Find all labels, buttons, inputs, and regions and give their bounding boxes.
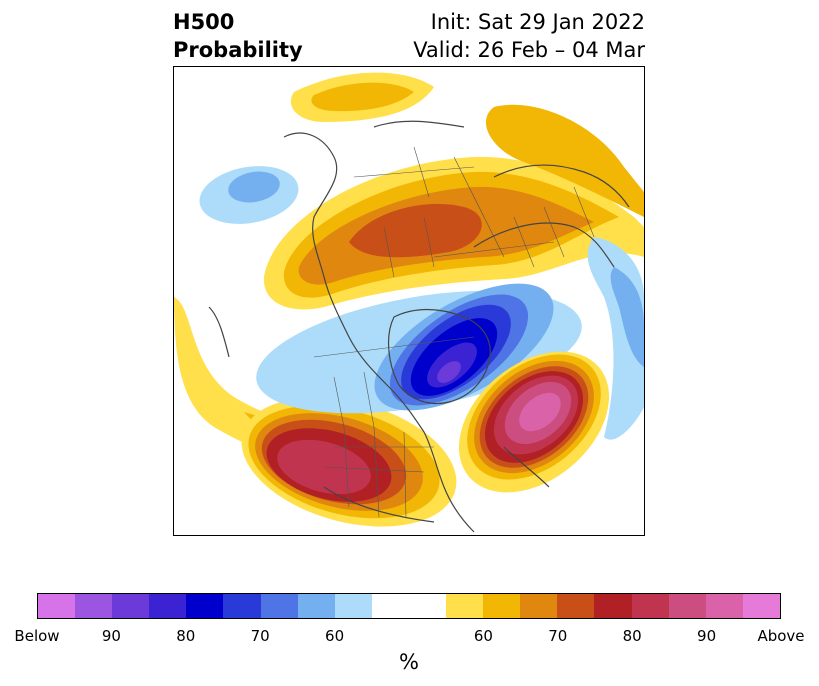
colorbar (37, 593, 781, 619)
colorbar-tick-label: 90 (697, 627, 717, 645)
colorbar-tick-label: 80 (176, 627, 196, 645)
colorbar-tick-label: 60 (473, 627, 493, 645)
probability-map (173, 66, 645, 536)
political-borders (313, 146, 595, 518)
colorbar-cell (668, 594, 706, 618)
map-title-left: H500 Probability (173, 8, 303, 64)
colorbar-cell (594, 594, 632, 618)
colorbar-cell (38, 594, 76, 618)
colorbar-cell (557, 594, 595, 618)
colorbar-tick-label: Above (757, 627, 805, 645)
colorbar-cell (334, 594, 372, 618)
colorbar-cell (446, 594, 484, 618)
colorbar-cell (112, 594, 150, 618)
arctic-above-band (263, 72, 644, 310)
colorbar-tick-label: 80 (622, 627, 642, 645)
colorbar-tick-label: 90 (101, 627, 121, 645)
colorbar-cell (149, 594, 187, 618)
colorbar-tick-label: Below (14, 627, 60, 645)
colorbar-cell (483, 594, 521, 618)
colorbar-unit-label: % (399, 650, 419, 674)
colorbar-cell (75, 594, 113, 618)
atlantic-above-maximum (458, 351, 610, 493)
colorbar-cell (742, 594, 780, 618)
title-variable: H500 (173, 10, 235, 34)
colorbar-cell (223, 594, 261, 618)
map-title-right: Init: Sat 29 Jan 2022 Valid: 26 Feb – 04… (413, 8, 645, 64)
colorbar-cell (371, 594, 409, 618)
init-date: Init: Sat 29 Jan 2022 (430, 10, 645, 34)
us-above-maximum (241, 397, 457, 527)
colorbar-cell (260, 594, 298, 618)
title-product: Probability (173, 38, 303, 62)
colorbar-cell (408, 594, 447, 618)
coastlines (208, 120, 630, 533)
map-canvas (174, 67, 644, 535)
colorbar-cell (186, 594, 224, 618)
colorbar-tick-label: 70 (548, 627, 568, 645)
colorbar-tick-label: 70 (250, 627, 270, 645)
atlantic-below-arc (587, 237, 644, 440)
colorbar-cell (631, 594, 669, 618)
pacific-below-area (199, 166, 299, 224)
colorbar-tick-label: 60 (325, 627, 345, 645)
colorbar-cell (297, 594, 335, 618)
valid-period: Valid: 26 Feb – 04 Mar (413, 38, 645, 62)
colorbar-cell (705, 594, 743, 618)
colorbar-cell (520, 594, 558, 618)
